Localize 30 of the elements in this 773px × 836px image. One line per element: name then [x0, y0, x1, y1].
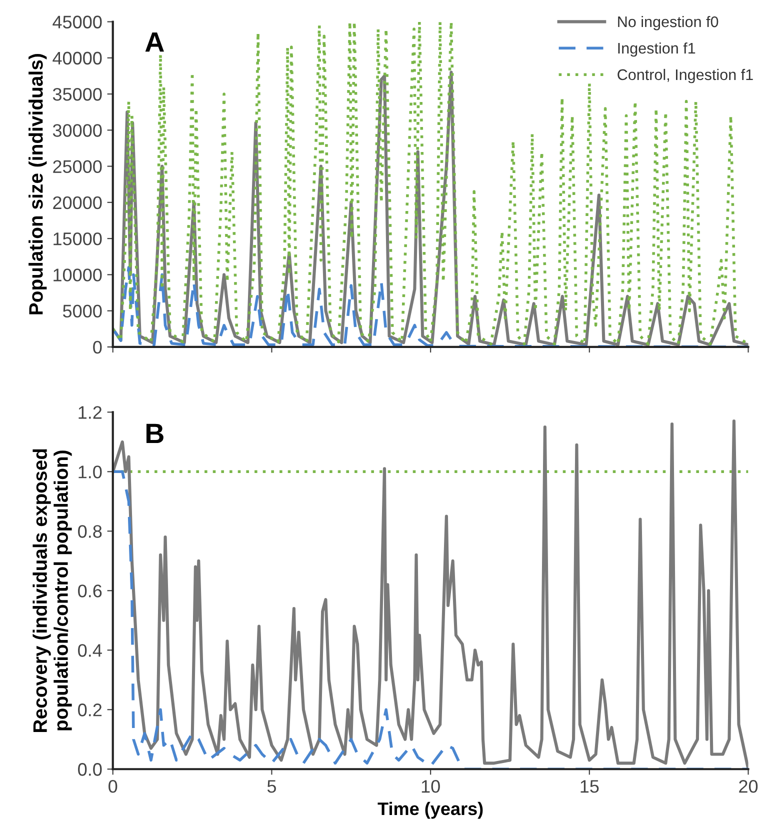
- y-tick-label: 10000: [54, 268, 102, 282]
- y-tick-label: 25000: [53, 160, 102, 173]
- x-tick-label: 10: [422, 780, 440, 793]
- legend-label: No ingestion f0: [618, 16, 718, 30]
- annotation: A: [145, 32, 164, 52]
- y-tick-label: 0.4: [78, 644, 102, 657]
- y-axis-title: Recovery (individuals exposed population/control population): [32, 449, 72, 732]
- x-tick-label: 15: [580, 780, 599, 793]
- y-tick-label: 45000: [52, 16, 102, 28]
- y-tick-label: 0.0: [78, 763, 102, 776]
- annotation: B: [146, 424, 164, 443]
- x-tick-label: 5: [267, 780, 276, 793]
- y-tick-label: 15000: [54, 232, 102, 246]
- x-tick-label: 0: [108, 780, 118, 793]
- x-tick-label: 20: [739, 780, 758, 793]
- y-axis-title: Population size (individuals): [28, 54, 47, 314]
- x-axis-title: Time (years): [378, 802, 483, 819]
- y-tick-label: 1.2: [78, 406, 102, 419]
- y-tick-label: 30000: [52, 124, 102, 137]
- y-tick-label: 0: [93, 340, 102, 354]
- legend-label: Control, Ingestion f1: [618, 68, 753, 84]
- y-tick-label: 40000: [52, 52, 102, 65]
- y-tick-label: 5000: [63, 304, 102, 318]
- legend-label: Ingestion f1: [618, 42, 696, 57]
- y-tick-label: 0.6: [78, 584, 102, 598]
- y-tick-label: 1.0: [78, 466, 102, 478]
- y-tick-label: 0.8: [78, 525, 102, 538]
- y-tick-label: 0.2: [78, 704, 102, 716]
- y-tick-label: 35000: [52, 88, 102, 101]
- y-tick-label: 20000: [53, 196, 102, 210]
